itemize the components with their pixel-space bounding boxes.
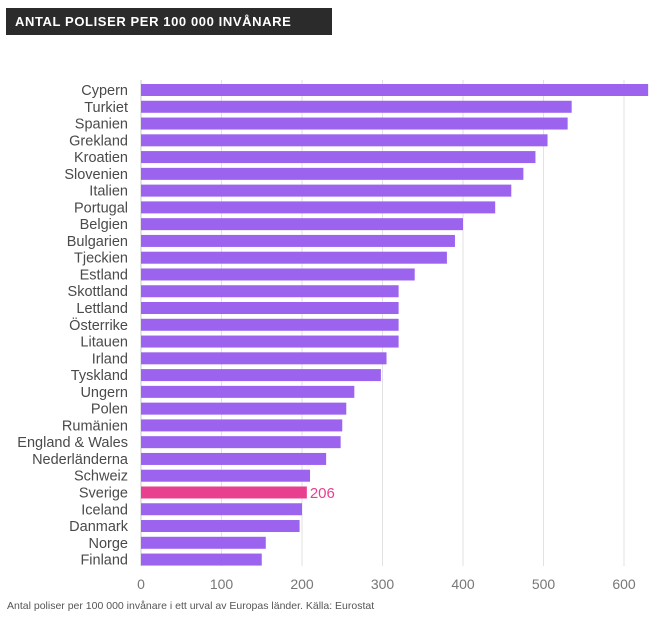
bars [141, 84, 649, 566]
x-tick-label: 600 [612, 576, 636, 592]
category-label: Estland [80, 267, 128, 283]
category-label: Grekland [69, 133, 128, 149]
category-labels: CypernTurkietSpanienGreklandKroatienSlov… [17, 83, 129, 569]
x-tick-label: 500 [532, 576, 556, 592]
category-label: Iceland [81, 502, 128, 518]
bar-17 [141, 369, 381, 382]
bar-23 [141, 469, 311, 482]
bar-9 [141, 234, 455, 247]
bar-1 [141, 100, 572, 113]
bar-11 [141, 268, 415, 281]
category-label: Portugal [74, 200, 128, 216]
bar-27 [141, 536, 266, 549]
bar-22 [141, 452, 327, 465]
category-label: Skottland [68, 284, 128, 300]
bar-5 [141, 167, 524, 180]
bar-chart: CypernTurkietSpanienGreklandKroatienSlov… [17, 80, 649, 592]
x-tick-label: 400 [451, 576, 475, 592]
bar-24 [141, 486, 307, 499]
category-label: Danmark [69, 519, 129, 535]
bar-4 [141, 151, 536, 164]
category-label: Ungern [80, 385, 128, 401]
category-label: Litauen [80, 335, 128, 351]
x-tick-label: 200 [290, 576, 314, 592]
bar-21 [141, 436, 341, 449]
bar-0 [141, 84, 649, 96]
category-label: Österrike [69, 316, 128, 334]
category-label: Bulgarien [67, 234, 128, 250]
bar-8 [141, 218, 463, 231]
category-label: Schweiz [74, 469, 128, 485]
bar-18 [141, 385, 355, 398]
bar-3 [141, 134, 548, 147]
bar-15 [141, 335, 399, 348]
category-label: Tjeckien [74, 251, 128, 267]
chart-title: ANTAL POLISER PER 100 000 INVÅNARE [6, 8, 332, 35]
category-label: Finland [80, 553, 128, 569]
bar-26 [141, 520, 300, 533]
data-labels: 206 [310, 485, 335, 502]
x-tick-label: 0 [137, 576, 145, 592]
bar-14 [141, 318, 399, 331]
category-label: Sverige [79, 485, 128, 501]
category-label: Polen [91, 402, 128, 418]
bar-28 [141, 553, 262, 566]
bar-20 [141, 419, 343, 432]
bar-2 [141, 117, 568, 130]
category-label: England & Wales [17, 435, 128, 451]
bar-7 [141, 201, 496, 214]
category-label: Italien [89, 184, 128, 200]
category-label: Cypern [81, 83, 128, 99]
bar-6 [141, 184, 512, 197]
category-label: Belgien [80, 217, 128, 233]
category-label: Tyskland [71, 368, 128, 384]
chart-caption: Antal poliser per 100 000 invånare i ett… [7, 600, 375, 612]
bar-19 [141, 402, 347, 415]
bar-10 [141, 251, 447, 264]
category-label: Nederländerna [32, 452, 129, 468]
category-label: Lettland [76, 301, 128, 317]
data-label: 206 [310, 485, 335, 502]
category-label: Slovenien [64, 167, 128, 183]
category-label: Kroatien [74, 150, 128, 166]
bar-12 [141, 285, 399, 298]
bar-13 [141, 302, 399, 315]
bar-16 [141, 352, 387, 365]
category-label: Norge [89, 536, 129, 552]
category-label: Turkiet [84, 100, 128, 116]
category-label: Irland [92, 351, 128, 367]
bar-25 [141, 503, 302, 516]
x-tick-label: 100 [210, 576, 234, 592]
category-label: Rumänien [62, 418, 128, 434]
category-label: Spanien [75, 117, 128, 133]
x-tick-label: 300 [371, 576, 395, 592]
x-tick-labels: 0 100 200 300 400 500 600 [137, 576, 636, 592]
